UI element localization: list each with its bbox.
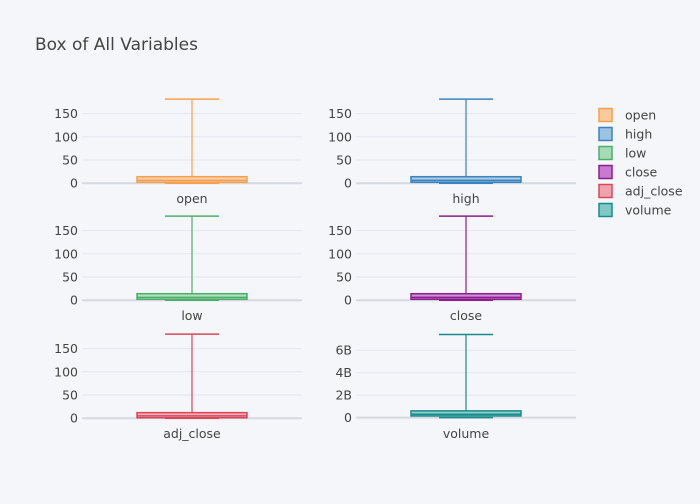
panel-adj_close: 0 50 100 150 adj_close bbox=[54, 333, 302, 441]
y-tick-label: 0 bbox=[344, 176, 352, 191]
legend-label: volume bbox=[625, 203, 672, 218]
legend-swatch bbox=[598, 183, 613, 199]
panel-high: 0 50 100 150 high bbox=[328, 98, 576, 206]
y-tick-label: 0 bbox=[70, 293, 78, 308]
y-tick-label: 100 bbox=[328, 129, 352, 144]
legend-item-low[interactable]: low bbox=[598, 145, 646, 161]
y-tick-label: 0 bbox=[344, 293, 352, 308]
panel-open: 0 50 100 150 open bbox=[54, 98, 302, 206]
y-tick-label: 0 bbox=[344, 410, 352, 425]
legend-label: low bbox=[625, 146, 646, 161]
y-tick-label: 150 bbox=[328, 106, 352, 121]
box-volume[interactable] bbox=[410, 410, 522, 417]
y-tick-label: 4B bbox=[335, 365, 352, 380]
y-tick-label: 100 bbox=[54, 364, 78, 379]
x-category-label: volume bbox=[443, 426, 490, 441]
legend-label: open bbox=[625, 108, 656, 123]
legend-swatch bbox=[598, 145, 613, 161]
y-tick-label: 6B bbox=[335, 343, 352, 358]
legend-label: high bbox=[625, 127, 652, 142]
y-tick-label: 150 bbox=[54, 341, 78, 356]
box-close[interactable] bbox=[410, 292, 522, 301]
chart-title: Box of All Variables bbox=[35, 35, 198, 55]
y-tick-label: 50 bbox=[62, 270, 78, 285]
y-tick-label: 2B bbox=[335, 388, 352, 403]
panel-volume: 0 2B 4B 6B volume bbox=[335, 333, 576, 441]
y-tick-label: 50 bbox=[62, 153, 78, 168]
legend-label: close bbox=[625, 165, 658, 180]
y-tick-label: 50 bbox=[62, 388, 78, 403]
legend-item-volume[interactable]: volume bbox=[598, 202, 672, 218]
box-open[interactable] bbox=[136, 175, 248, 184]
x-category-label: open bbox=[176, 191, 207, 206]
x-category-label: low bbox=[181, 308, 202, 323]
y-tick-label: 100 bbox=[54, 246, 78, 261]
box-high[interactable] bbox=[410, 175, 522, 184]
y-tick-label: 150 bbox=[328, 223, 352, 238]
box-low[interactable] bbox=[136, 292, 248, 301]
y-tick-label: 100 bbox=[328, 246, 352, 261]
y-tick-label: 50 bbox=[336, 153, 352, 168]
x-category-label: high bbox=[452, 191, 479, 206]
legend-swatch bbox=[598, 164, 613, 180]
y-tick-label: 150 bbox=[54, 106, 78, 121]
legend-label: adj_close bbox=[625, 184, 683, 199]
legend-item-high[interactable]: high bbox=[598, 126, 652, 142]
x-category-label: close bbox=[450, 308, 483, 323]
y-tick-label: 150 bbox=[54, 223, 78, 238]
y-tick-label: 0 bbox=[70, 176, 78, 191]
y-tick-label: 50 bbox=[336, 270, 352, 285]
x-category-label: adj_close bbox=[163, 426, 221, 441]
legend-swatch bbox=[598, 107, 613, 123]
legend-item-open[interactable]: open bbox=[598, 107, 656, 123]
panels: 0 50 100 150 open 0 50 100 150 high 0 50 100 150 low 0 5… bbox=[54, 98, 576, 441]
legend-swatch bbox=[598, 126, 613, 142]
legend-item-close[interactable]: close bbox=[598, 164, 658, 180]
legend-item-adj_close[interactable]: adj_close bbox=[598, 183, 683, 199]
y-tick-label: 100 bbox=[54, 129, 78, 144]
panel-low: 0 50 100 150 low bbox=[54, 215, 302, 323]
y-tick-label: 0 bbox=[70, 411, 78, 426]
legend-swatch bbox=[598, 202, 613, 218]
panel-close: 0 50 100 150 close bbox=[328, 215, 576, 323]
